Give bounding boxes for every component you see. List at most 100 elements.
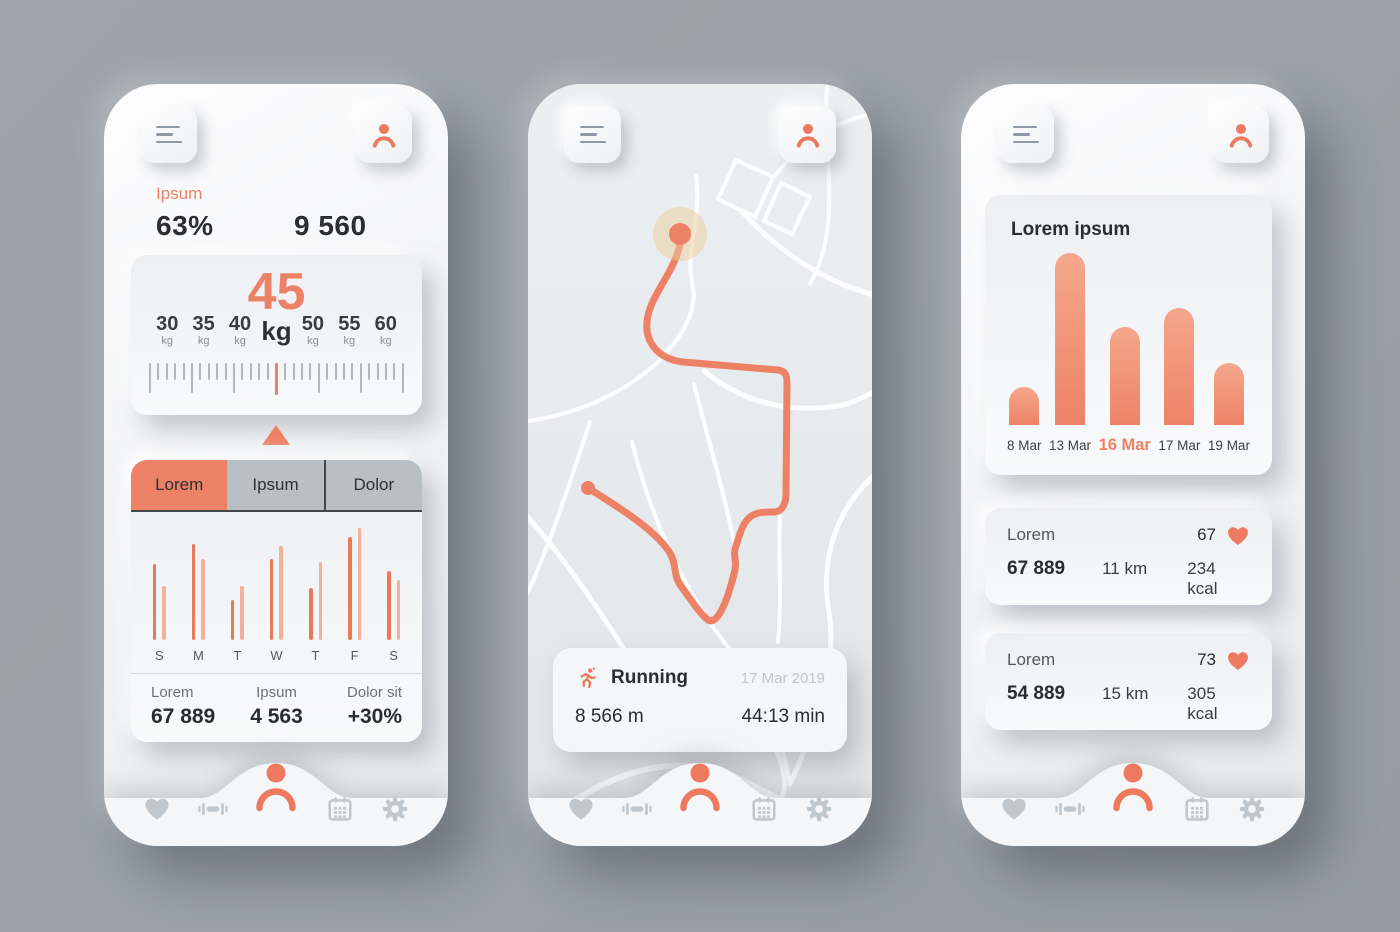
steps-value: 54 889 bbox=[1007, 683, 1066, 704]
day-label: M bbox=[193, 648, 204, 663]
week-bar-group: S bbox=[153, 512, 166, 673]
calories-value: 234 kcal bbox=[1187, 559, 1218, 598]
week-bar-group: F bbox=[348, 512, 361, 673]
nav-bar-shape bbox=[528, 763, 872, 846]
ruler-tick bbox=[165, 363, 168, 380]
scale-unit-small: kg bbox=[379, 335, 392, 347]
nav-workouts-dumbbell-icon[interactable] bbox=[197, 794, 228, 824]
week-bar-group: T bbox=[231, 512, 244, 673]
summary-label: Lorem bbox=[1007, 650, 1056, 669]
week-bar-pair bbox=[192, 528, 205, 640]
ruler-tick bbox=[174, 363, 177, 380]
stat-count: 9 560 bbox=[294, 210, 367, 241]
activity-duration: 44:13 min bbox=[741, 706, 825, 727]
nav-calendar-icon[interactable] bbox=[1182, 794, 1212, 824]
profile-button[interactable] bbox=[779, 106, 836, 163]
nav-settings-gear-icon[interactable] bbox=[380, 794, 410, 824]
scale-number: 50 bbox=[301, 313, 325, 335]
bar-primary bbox=[270, 559, 274, 640]
date-bar-group: 8 Mar bbox=[1007, 387, 1042, 455]
footer-stat: Ipsum 4 563 bbox=[235, 684, 319, 729]
date-label: 19 Mar bbox=[1207, 437, 1250, 453]
ruler-tick bbox=[241, 363, 244, 380]
bottom-nav bbox=[528, 754, 872, 846]
ruler-tick bbox=[401, 363, 404, 393]
nav-favorites-heart-icon[interactable] bbox=[142, 794, 172, 824]
ruler-tick bbox=[182, 363, 185, 380]
weight-value: 45 bbox=[247, 263, 306, 321]
scale-label: 35 kg bbox=[185, 313, 221, 349]
date-chart-card: Lorem ipsum 8 Mar 13 Mar 16 Mar 17 Mar 19 Ma… bbox=[985, 195, 1272, 475]
ruler-tick bbox=[384, 363, 387, 380]
screen-activity-stats: Ipsum 63% 9 560 45 30 kg 35 kg 40 kg kg 50 kg 5… bbox=[104, 84, 448, 846]
stat-percent: 63% bbox=[156, 210, 214, 241]
nav-calendar-icon[interactable] bbox=[749, 794, 779, 824]
nav-settings-gear-icon[interactable] bbox=[804, 794, 834, 824]
ruler-tick bbox=[334, 363, 337, 380]
scale-unit-small: kg bbox=[307, 335, 319, 347]
calories-value: 305 kcal bbox=[1187, 684, 1218, 723]
bar-primary bbox=[348, 536, 352, 640]
ruler-tick bbox=[199, 363, 202, 380]
nav-bar-shape bbox=[961, 763, 1305, 846]
person-icon bbox=[796, 123, 819, 148]
tab-ipsum[interactable]: Ipsum bbox=[227, 460, 324, 510]
day-label: T bbox=[233, 648, 242, 663]
person-icon bbox=[372, 123, 395, 148]
distance-value: 11 km bbox=[1102, 559, 1148, 578]
week-bar-pair bbox=[387, 528, 400, 640]
bar-primary bbox=[192, 543, 196, 640]
nav-bar-shape bbox=[104, 763, 448, 846]
scale-label: 60 kg bbox=[368, 313, 404, 349]
profile-button[interactable] bbox=[355, 106, 412, 163]
nav-workouts-dumbbell-icon[interactable] bbox=[1054, 794, 1085, 824]
weight-scale-labels: 30 kg 35 kg 40 kg kg 50 kg 55 kg 60 kg bbox=[149, 313, 404, 349]
ruler-tick bbox=[292, 363, 295, 380]
nav-profile-person-icon[interactable] bbox=[253, 758, 299, 816]
footer-stat-label: Ipsum bbox=[256, 684, 297, 701]
date-bar-chart: 8 Mar 13 Mar 16 Mar 17 Mar 19 Mar bbox=[1005, 253, 1252, 455]
nav-favorites-heart-icon[interactable] bbox=[999, 794, 1029, 824]
nav-calendar-icon[interactable] bbox=[325, 794, 355, 824]
scale-number: 60 bbox=[374, 313, 397, 335]
nav-profile-person-icon[interactable] bbox=[1110, 758, 1156, 816]
tab-dolor[interactable]: Dolor bbox=[323, 460, 422, 510]
position-marker bbox=[669, 223, 691, 245]
week-bar-group: S bbox=[387, 512, 400, 673]
bar-secondary bbox=[201, 559, 205, 640]
date-bar bbox=[1055, 253, 1086, 425]
menu-button[interactable] bbox=[564, 106, 621, 163]
activity-distance: 8 566 m bbox=[575, 706, 644, 727]
activity-summary-card[interactable]: Running 17 Mar 2019 8 566 m 44:13 min bbox=[553, 648, 847, 752]
footer-stat-label: Lorem bbox=[151, 684, 194, 701]
ruler-tick bbox=[300, 363, 303, 380]
nav-workouts-dumbbell-icon[interactable] bbox=[621, 794, 652, 824]
scale-number: 55 bbox=[338, 313, 361, 335]
summary-card[interactable]: Lorem 67 67 889 11 km 234 kcal bbox=[985, 508, 1272, 605]
footer-stat: Lorem 67 889 bbox=[151, 684, 235, 729]
nav-settings-gear-icon[interactable] bbox=[1237, 794, 1267, 824]
scale-number: 40 bbox=[228, 313, 252, 335]
running-route-path bbox=[581, 207, 791, 625]
menu-button[interactable] bbox=[997, 106, 1054, 163]
scale-unit-small: kg bbox=[161, 335, 174, 347]
footer-stat-value: 67 889 bbox=[151, 705, 216, 728]
scale-unit-small: kg bbox=[197, 335, 210, 347]
bottom-nav bbox=[104, 754, 448, 846]
date-bar bbox=[1109, 327, 1140, 425]
summary-card[interactable]: Lorem 73 54 889 15 km 305 kcal bbox=[985, 633, 1272, 730]
weight-ruler[interactable] bbox=[149, 363, 404, 395]
nav-profile-person-icon[interactable] bbox=[677, 758, 723, 816]
week-bar-group: W bbox=[270, 512, 283, 673]
menu-button[interactable] bbox=[140, 106, 197, 163]
runner-icon bbox=[580, 667, 596, 689]
profile-button[interactable] bbox=[1212, 106, 1269, 163]
bar-primary bbox=[309, 588, 313, 640]
summary-card-header: Lorem 67 bbox=[1007, 524, 1250, 546]
day-label: W bbox=[270, 648, 283, 663]
nav-favorites-heart-icon[interactable] bbox=[566, 794, 596, 824]
tab-lorem[interactable]: Lorem bbox=[131, 460, 228, 510]
